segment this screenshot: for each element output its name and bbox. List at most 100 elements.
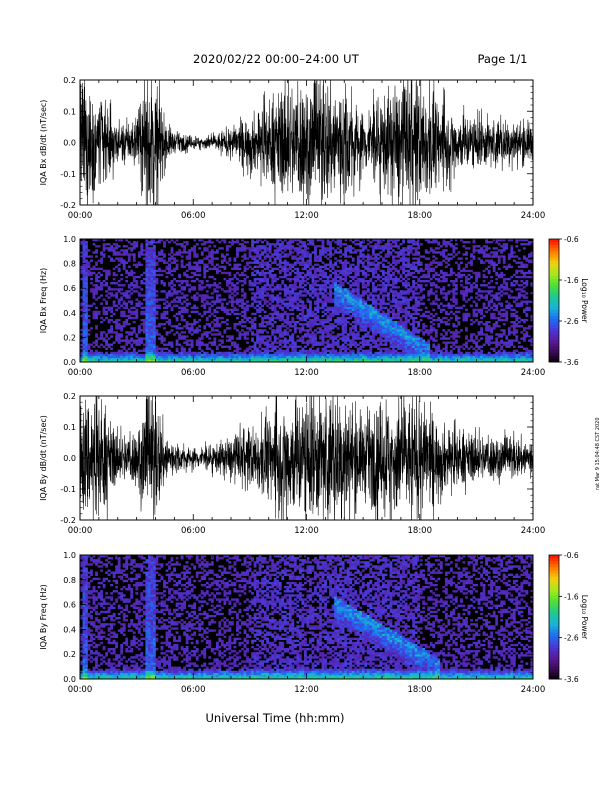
- spectrogram-cell: [180, 251, 184, 254]
- spectrogram-cell: [326, 349, 330, 353]
- spectrogram-cell: [256, 286, 259, 289]
- spectrogram-cell: [409, 263, 413, 266]
- spectrogram-cell: [369, 335, 373, 338]
- spectrogram-cell: [231, 296, 234, 299]
- spectrogram-cell: [152, 288, 156, 291]
- spectrogram-cell: [147, 294, 151, 297]
- spectrogram-cell: [241, 255, 244, 258]
- spectrogram-cell: [371, 247, 375, 250]
- spectrogram-cell: [213, 288, 217, 291]
- spectrogram-cell: [165, 239, 169, 242]
- spectrogram-cell: [397, 335, 400, 338]
- spectrogram-cell: [165, 353, 169, 357]
- spectrogram-cell: [97, 337, 101, 340]
- spectrogram-cell: [316, 296, 320, 299]
- spectrogram-cell: [286, 321, 290, 324]
- spectrogram-cell: [364, 304, 368, 307]
- spectrogram-cell: [276, 345, 280, 348]
- spectrogram-cell: [112, 288, 116, 291]
- spectrogram-cell: [115, 359, 119, 362]
- spectrogram-cell: [329, 251, 332, 254]
- spectrogram-cell: [404, 284, 408, 287]
- spectrogram-cell: [268, 247, 272, 250]
- spectrogram-cell: [361, 318, 365, 322]
- spectrogram-cell: [120, 359, 124, 362]
- spectrogram-cell: [82, 280, 86, 283]
- spectrogram-cell: [394, 359, 398, 362]
- spectrogram-cell: [351, 325, 355, 328]
- spectrogram-cell: [205, 310, 209, 314]
- spectrogram-cell: [117, 341, 121, 344]
- spectrogram-cell: [336, 284, 340, 287]
- spectrogram-cell: [125, 321, 129, 324]
- spectrogram-cell: [306, 277, 310, 281]
- spectrogram-cell: [142, 298, 146, 301]
- spectrogram-cell: [248, 282, 252, 285]
- spectrogram-cell: [185, 241, 189, 244]
- spectrogram-cell: [402, 247, 405, 250]
- spectrogram-cell: [316, 267, 320, 271]
- spectrogram-cell: [198, 280, 202, 283]
- spectrogram-cell: [165, 359, 169, 362]
- spectrogram-cell: [404, 331, 408, 334]
- spectrogram-cell: [80, 288, 83, 291]
- spectrogram-cell: [178, 335, 181, 338]
- spectrogram-cell: [344, 318, 348, 322]
- spectrogram-cell: [268, 327, 272, 330]
- spectrogram-cell: [278, 339, 282, 342]
- spectrogram-cell: [258, 282, 262, 285]
- spectrogram-cell: [236, 359, 239, 362]
- spectrogram-cell: [399, 318, 403, 322]
- spectrogram-cell: [203, 357, 207, 361]
- spectrogram-cell: [387, 243, 390, 246]
- spectrogram-cell: [319, 298, 322, 301]
- spectrogram-cell: [344, 341, 348, 344]
- spectrogram-cell: [376, 325, 380, 328]
- spectrogram-cell: [376, 308, 380, 312]
- spectrogram-cell: [366, 353, 370, 357]
- spectrogram-cell: [419, 357, 423, 361]
- spectrogram-cell: [296, 243, 300, 246]
- spectrogram-cell: [142, 329, 146, 332]
- spectrogram-cell: [218, 300, 222, 303]
- spectrogram-cell: [87, 269, 91, 273]
- spectrogram-cell: [210, 259, 214, 262]
- spectrogram-cell: [364, 247, 368, 250]
- spectrogram-cell: [251, 359, 254, 362]
- spectrogram-cell: [349, 280, 353, 283]
- spectrogram-cell: [100, 316, 103, 320]
- spectrogram-cell: [152, 269, 156, 273]
- spectrogram-cell: [208, 284, 212, 287]
- spectrogram-cell: [210, 353, 214, 357]
- spectrogram-cell: [251, 345, 254, 348]
- spectrogram-cell: [366, 351, 370, 355]
- spectrogram-cell: [288, 280, 292, 283]
- spectrogram-cell: [286, 269, 290, 273]
- spectrogram-cell: [80, 308, 83, 312]
- spectrogram-cell: [303, 341, 307, 344]
- spectrogram-cell: [402, 355, 405, 359]
- spectrogram-cell: [374, 300, 378, 303]
- spectrogram-cell: [243, 255, 247, 258]
- spectrogram-cell: [82, 298, 86, 301]
- spectrogram-cell: [303, 351, 307, 355]
- spectrogram-cell: [100, 355, 103, 359]
- spectrogram-cell: [195, 261, 199, 264]
- spectrogram-cell: [356, 288, 360, 291]
- spectrogram-cell: [195, 329, 199, 332]
- spectrogram-cell: [309, 353, 312, 357]
- spectrogram-cell: [382, 323, 385, 326]
- spectrogram-cell: [208, 355, 212, 359]
- spectrogram-cell: [100, 259, 103, 262]
- spectrogram-cell: [185, 327, 189, 330]
- spectrogram-cell: [379, 300, 383, 303]
- spectrogram-cell: [220, 288, 224, 291]
- spectrogram-cell: [316, 316, 320, 320]
- spectrogram-cell: [256, 335, 259, 338]
- spectrogram-cell: [241, 359, 244, 362]
- spectrogram-cell: [102, 337, 106, 340]
- spectrogram-cell: [183, 347, 186, 350]
- spectrogram-cell: [376, 357, 380, 361]
- spectrogram-cell: [314, 337, 317, 340]
- spectrogram-cell: [178, 359, 181, 362]
